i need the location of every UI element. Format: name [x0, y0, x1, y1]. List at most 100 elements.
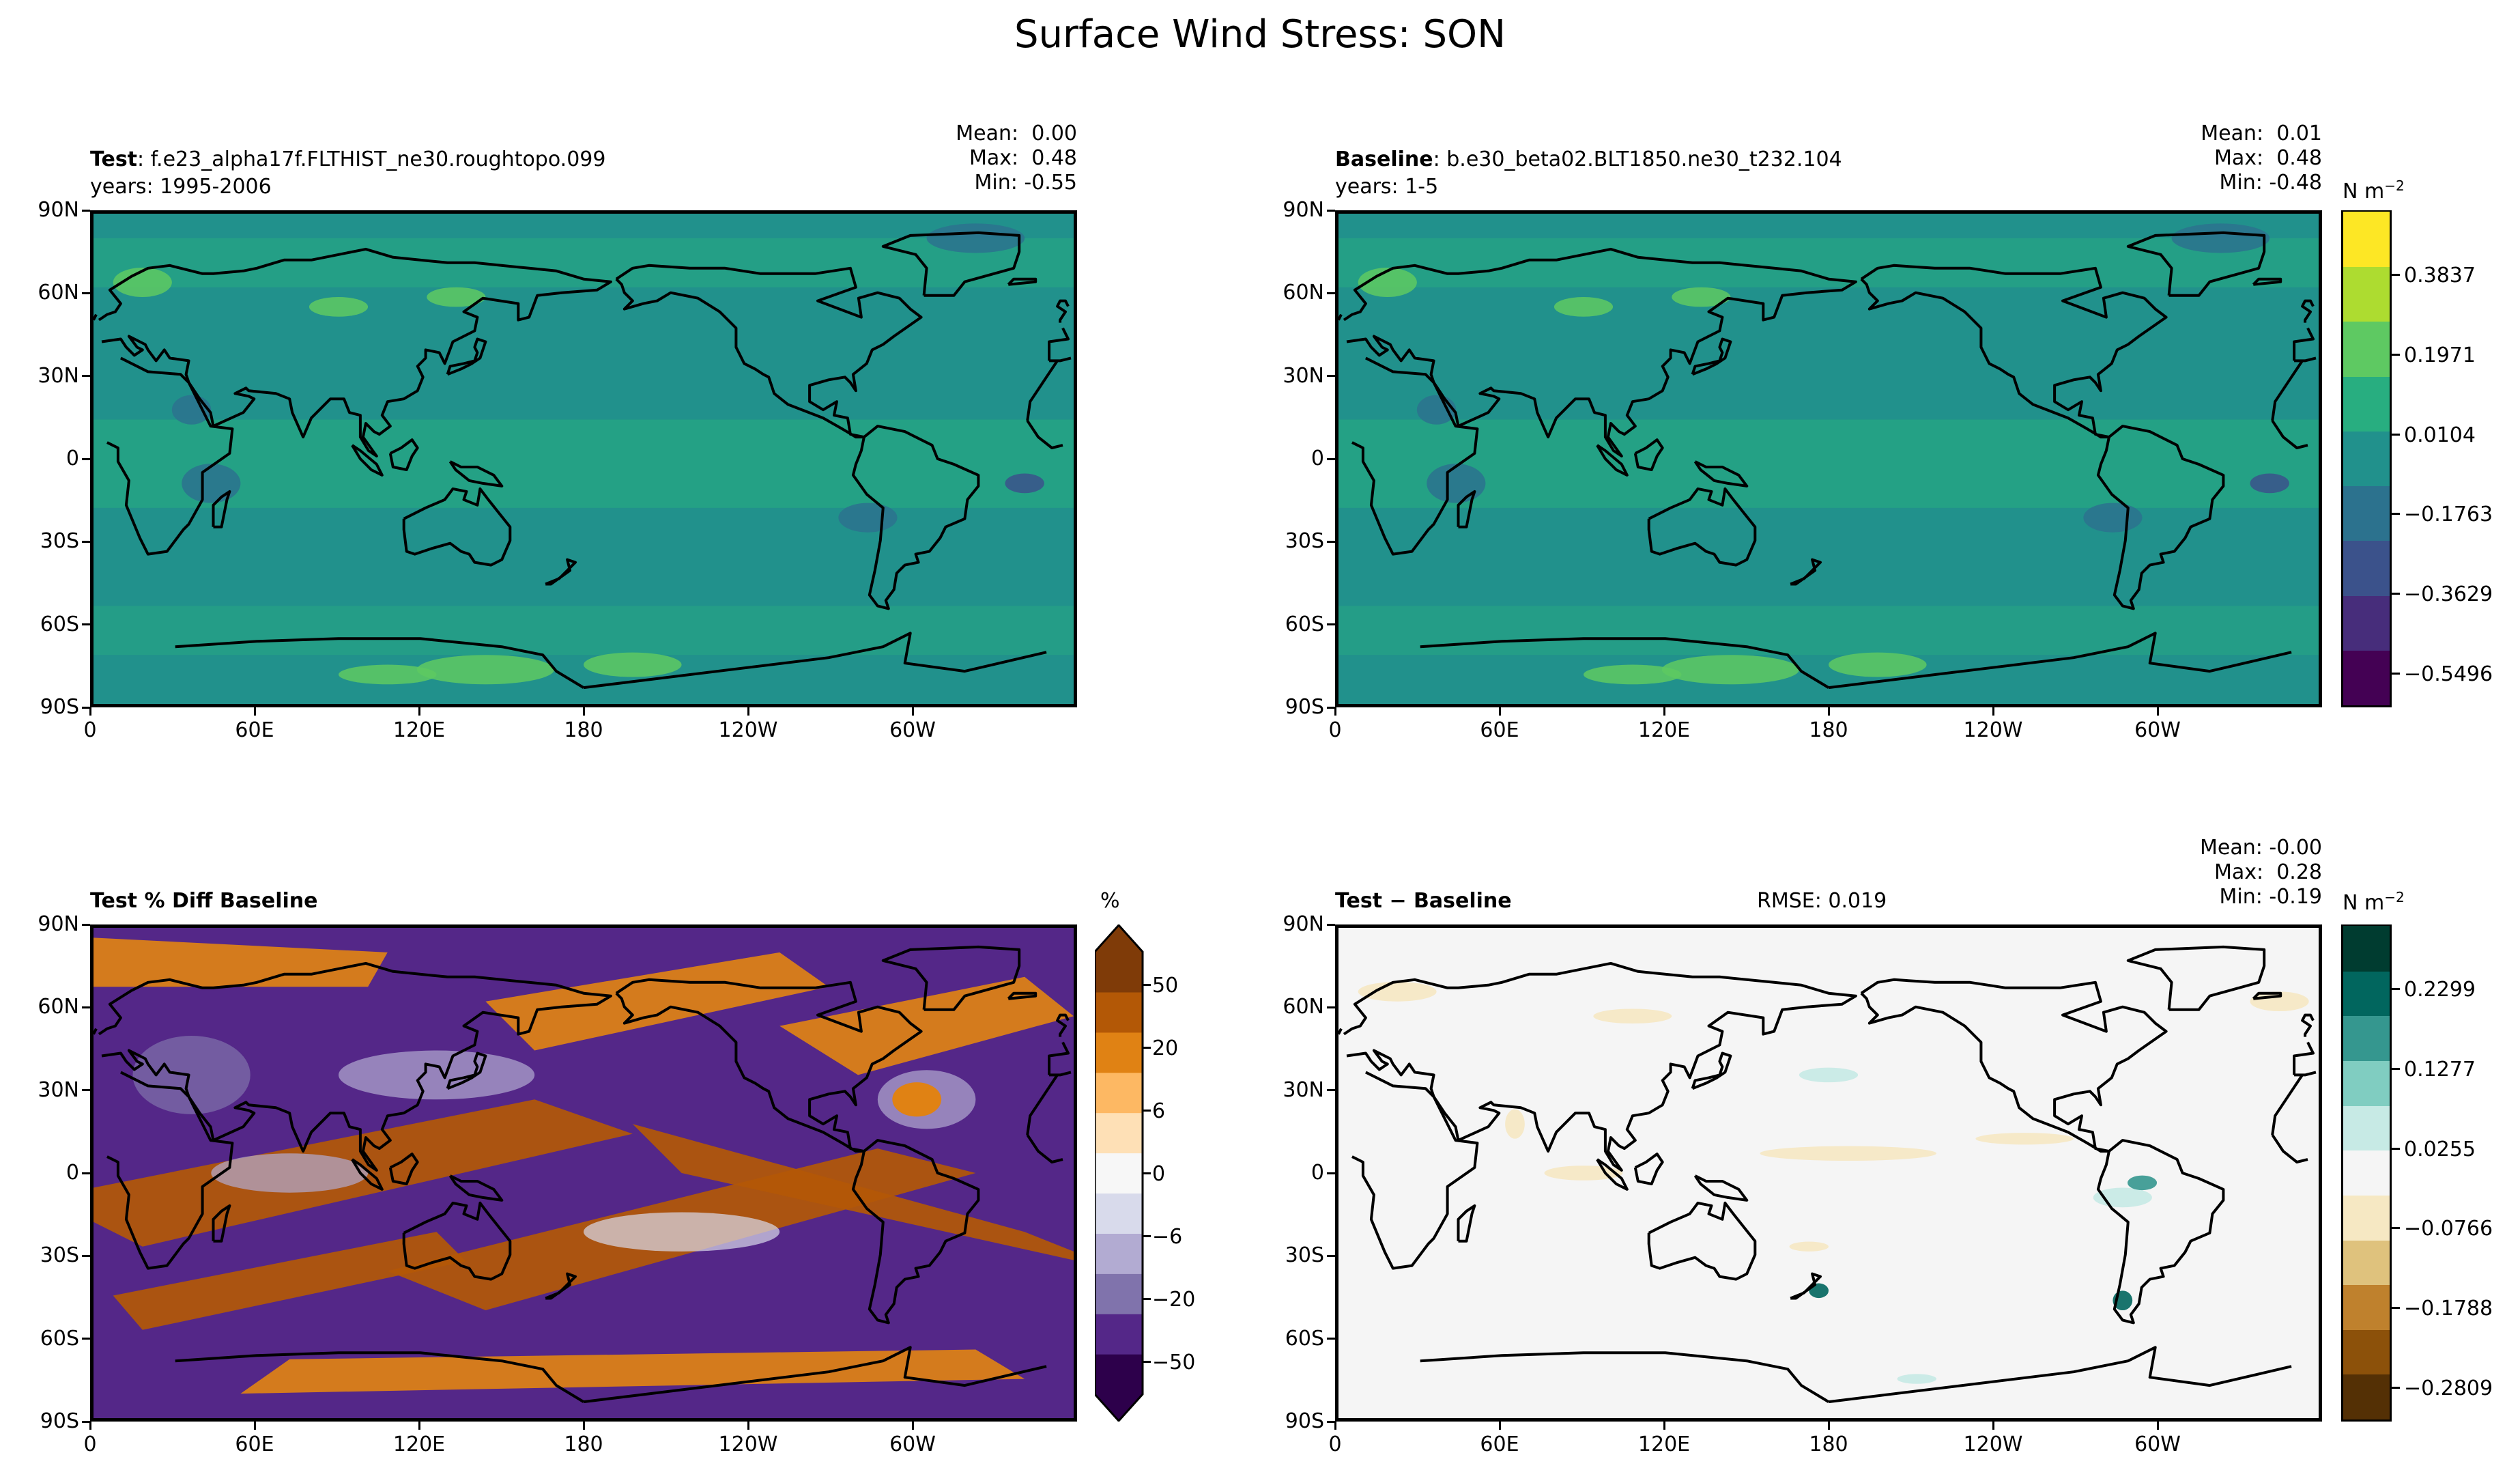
- colorbar-tick: [1143, 1172, 1151, 1174]
- lon-tick: [911, 707, 914, 716]
- colorbar-diff-unit-exp: −2: [2384, 889, 2405, 905]
- lat-tick: [1327, 209, 1335, 212]
- lon-tick: [1827, 707, 1830, 716]
- colorbar-extend-min: [1095, 1394, 1143, 1422]
- panel-baseline-years: years: 1-5: [1335, 175, 1439, 199]
- field-blob: [339, 664, 437, 685]
- coastline: [1647, 487, 1757, 567]
- lat-tick: [82, 1089, 90, 1092]
- lon-tick-label: 120W: [718, 1432, 778, 1456]
- colorbar-swatch: [1095, 1354, 1143, 1395]
- lon-tick-label: 60W: [2134, 1432, 2181, 1456]
- coastline: [1691, 337, 1732, 376]
- panel-test-title-bold: Test: [90, 147, 138, 171]
- lon-tick: [911, 1422, 914, 1430]
- lat-tick-label: 90N: [1283, 912, 1324, 936]
- lat-tick: [82, 1254, 90, 1257]
- lon-tick-label: 60W: [2134, 718, 2181, 742]
- field-blob: [416, 655, 554, 685]
- coastline: [1790, 1272, 1822, 1300]
- coastline: [212, 490, 231, 528]
- field-band: [94, 419, 1074, 508]
- pct-blob: [211, 1153, 369, 1193]
- colorbar-swatch: [2343, 1194, 2390, 1241]
- lon-tick-label: 60E: [235, 1432, 274, 1456]
- lat-tick-label: 60S: [1285, 1326, 1324, 1351]
- lat-tick: [1327, 1420, 1335, 1423]
- lon-tick-label: 120E: [1637, 718, 1691, 742]
- coastline: [881, 231, 1021, 297]
- lon-tick-label: 120E: [392, 718, 446, 742]
- lat-tick-label: 90N: [38, 912, 79, 936]
- colorbar-swatch: [2343, 1060, 2390, 1106]
- lat-tick-label: 30S: [40, 1243, 79, 1268]
- colorbar-swatch: [2343, 266, 2390, 322]
- field-band: [94, 606, 1074, 655]
- lat-tick: [82, 923, 90, 926]
- panel-diff-title: Test − Baseline: [1335, 889, 1512, 913]
- pct-band: [485, 952, 829, 1051]
- colorbar-swatch: [1095, 1273, 1143, 1314]
- diff-blob: [2093, 1187, 2152, 1208]
- lon-tick: [1334, 707, 1336, 716]
- lat-tick-label: 30S: [1285, 1243, 1324, 1268]
- lat-tick: [1327, 540, 1335, 543]
- lat-tick-label: 90N: [1283, 198, 1324, 222]
- colorbar-tick-label: 0.1971: [2404, 343, 2476, 367]
- field-blob: [1427, 464, 1486, 503]
- colorbar-swatch: [2343, 1015, 2390, 1061]
- colorbar-field-unit-text: N m: [2343, 180, 2385, 203]
- colorbar-swatch: [1095, 952, 1143, 993]
- colorbar-swatch: [2343, 1374, 2390, 1420]
- coastline: [351, 444, 384, 477]
- lat-tick-label: 60N: [1283, 281, 1324, 305]
- colorbar-swatch: [2343, 376, 2390, 432]
- lat-tick: [1327, 1006, 1335, 1008]
- colorbar-swatch: [1095, 991, 1143, 1033]
- panel-test-mean: Mean: 0.00: [956, 122, 1077, 145]
- coastline: [212, 1204, 231, 1243]
- colorbar-tick: [1143, 1047, 1151, 1049]
- lat-tick-label: 30N: [38, 363, 79, 388]
- colorbar-swatch: [1095, 1233, 1143, 1274]
- colorbar-tick-label: −0.3629: [2404, 582, 2493, 607]
- diff-blob: [1593, 1008, 1672, 1024]
- colorbar-swatch: [2343, 540, 2390, 596]
- colorbar-tick-label: 0.2299: [2404, 977, 2476, 1002]
- colorbar-swatch: [2343, 595, 2390, 651]
- colorbar-pct: [1093, 923, 1149, 1423]
- coastline: [1860, 264, 2168, 439]
- lat-tick: [1327, 623, 1335, 626]
- colorbar-tick: [2392, 593, 2400, 595]
- colorbar-swatch: [2343, 926, 2390, 972]
- lon-tick-label: 120W: [718, 718, 778, 742]
- panel-test-stats: Mean: 0.00 Max: 0.48 Min: -0.55: [956, 122, 1077, 195]
- lat-tick-label: 60S: [40, 1326, 79, 1351]
- lon-tick-label: 180: [564, 1432, 603, 1456]
- field-blob: [1005, 473, 1044, 494]
- lat-tick: [82, 375, 90, 378]
- lat-tick: [1327, 1338, 1335, 1340]
- colorbar-swatch: [2343, 212, 2390, 268]
- coastline: [545, 558, 577, 586]
- lon-tick-label: 120E: [1637, 1432, 1691, 1456]
- lat-tick: [82, 623, 90, 626]
- coastline: [94, 1013, 1070, 1037]
- colorbar-swatch: [2343, 430, 2390, 487]
- colorbar-tick: [2392, 987, 2400, 990]
- panel-test-years: years: 1995-2006: [90, 175, 272, 199]
- coastline: [1633, 438, 1664, 471]
- lat-tick-label: 60S: [1285, 612, 1324, 636]
- colorbar-tick: [1143, 1235, 1151, 1237]
- coastline: [446, 1051, 487, 1090]
- coastline: [1338, 1013, 2315, 1037]
- lon-tick: [582, 1422, 585, 1430]
- colorbar-swatch: [1095, 1112, 1143, 1154]
- colorbar-tick-label: 0.1277: [2404, 1057, 2476, 1082]
- coastline: [2252, 277, 2282, 286]
- field-blob: [838, 503, 898, 533]
- lat-tick: [1327, 1172, 1335, 1174]
- coastline: [1420, 1346, 2292, 1404]
- coastline: [615, 264, 923, 439]
